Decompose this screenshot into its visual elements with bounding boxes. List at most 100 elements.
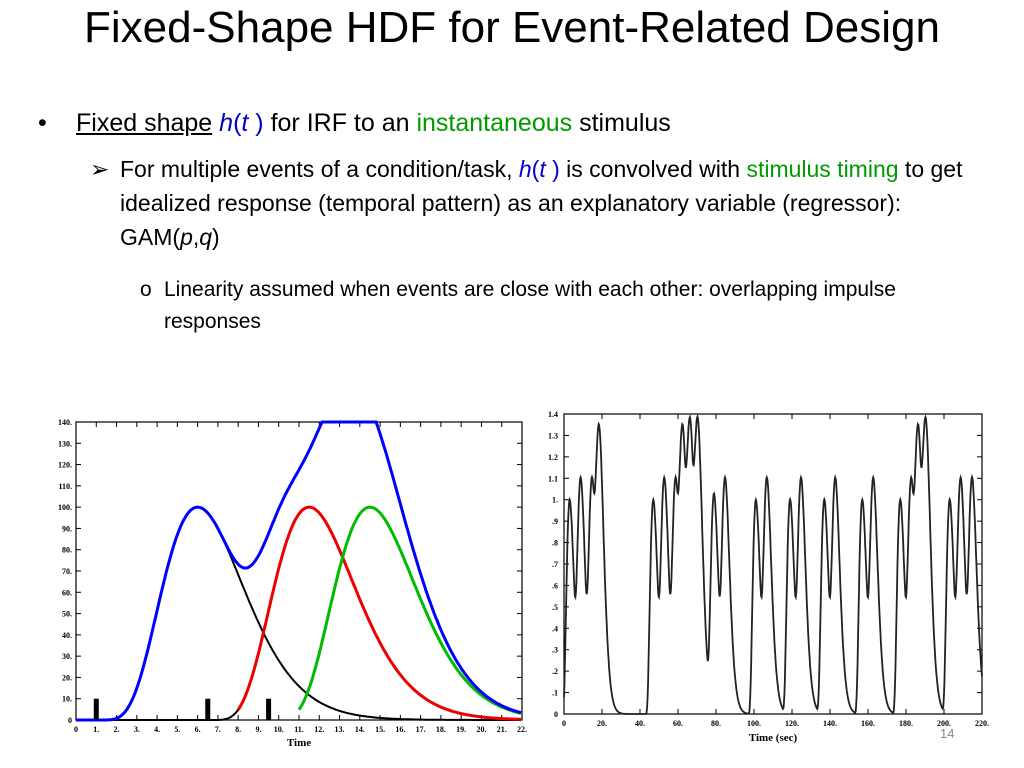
x-tick-label: 7. xyxy=(215,725,221,734)
x-tick-label: 9. xyxy=(255,725,261,734)
x-tick-label: 180. xyxy=(899,719,913,728)
x-tick-label: 80. xyxy=(711,719,721,728)
h-symbol: h xyxy=(518,156,532,182)
bullet-level1: • Fixed shape h(t ) for IRF to an instant… xyxy=(38,106,671,140)
x-tick-label: 13. xyxy=(335,725,345,734)
regressor-time-series-chart: 0 .1 .2 .3 .4 .5 .6 .7 .8 .9 1. 1.1 1.2 1.3 1.4 0 20. 40.… xyxy=(548,410,989,744)
y-tick-label: 10. xyxy=(62,695,72,704)
y-tick-label: 80. xyxy=(62,546,72,555)
close-paren: ) xyxy=(212,224,220,250)
x-tick-label: 22. xyxy=(517,725,527,734)
h-symbol: h xyxy=(219,109,234,137)
t-symbol: t xyxy=(241,109,249,137)
bullet2-text1: For multiple events of a condition/task, xyxy=(120,156,519,182)
arrow-bullet-icon: ➢ xyxy=(90,156,110,182)
regressor-line xyxy=(563,413,983,715)
x-tick-label: 20. xyxy=(476,725,486,734)
x-tick-label: 40. xyxy=(635,719,645,728)
fixed-shape-text: Fixed shape xyxy=(76,109,213,137)
y-tick-label: .5 xyxy=(552,603,558,612)
y-tick-label: 1.4 xyxy=(548,410,558,419)
response-curve-green xyxy=(297,505,522,715)
comma: , xyxy=(192,224,200,250)
response-curve-blue-sum xyxy=(76,420,522,722)
page-number: 14 xyxy=(940,726,955,741)
x-tick-label: 200. xyxy=(937,719,951,728)
y-tick-label: 60. xyxy=(62,588,72,597)
x-tick-label: 16. xyxy=(395,725,405,734)
x-tick-label: 60. xyxy=(673,719,683,728)
x-tick-label: 5. xyxy=(174,725,180,734)
bullet-level2: ➢ For multiple events of a condition/tas… xyxy=(90,152,990,254)
y-tick-label: .8 xyxy=(552,539,558,548)
y-tick-label: 110. xyxy=(58,482,72,491)
paren-close: ) xyxy=(545,156,560,182)
y-tick-label: .4 xyxy=(552,624,558,633)
x-tick-label: 12. xyxy=(314,725,324,734)
y-tick-label: 20. xyxy=(62,673,72,682)
response-curve-red xyxy=(236,505,521,721)
x-tick-label: 120. xyxy=(785,719,799,728)
x-tick-label: 19. xyxy=(456,725,466,734)
x-tick-label: 11. xyxy=(294,725,304,734)
q-symbol: q xyxy=(199,224,213,250)
y-tick-label: .2 xyxy=(552,667,558,676)
y-tick-label: .7 xyxy=(552,560,558,569)
x-tick-label: 1. xyxy=(93,725,99,734)
bullet-marker: • xyxy=(38,109,47,137)
y-tick-label: 30. xyxy=(62,652,72,661)
x-axis-label: Time xyxy=(287,737,311,749)
x-tick-label: 10. xyxy=(274,725,284,734)
x-tick-label: 160. xyxy=(861,719,875,728)
y-tick-label: .9 xyxy=(552,517,558,526)
paren-open: ( xyxy=(531,156,540,182)
bullet2-text: For multiple events of a condition/task,… xyxy=(120,152,990,254)
p-symbol: p xyxy=(180,224,193,250)
instantaneous-text: instantaneous xyxy=(416,109,573,137)
paren-open: ( xyxy=(233,109,242,137)
stimulus-bar xyxy=(266,698,272,720)
x-tick-label: 3. xyxy=(134,725,140,734)
y-tick-label: .3 xyxy=(552,646,558,655)
x-tick-label: 4. xyxy=(154,725,160,734)
x-tick-label: 18. xyxy=(436,725,446,734)
plot-frame xyxy=(563,413,983,715)
stimulus-timing-text: stimulus timing xyxy=(746,156,899,182)
y-tick-label: 0 xyxy=(68,716,72,725)
response-curve-black-2 xyxy=(76,506,521,721)
bullet-level3: o Linearity assumed when events are clos… xyxy=(140,274,920,338)
y-tick-label: 50. xyxy=(62,610,72,619)
x-tick-label: 220. xyxy=(975,719,989,728)
stimulus-bar xyxy=(205,698,211,720)
x-tick-label: 0 xyxy=(562,719,566,728)
x-tick-label: 14. xyxy=(355,725,365,734)
bullet1-text2: stimulus xyxy=(572,109,671,137)
slide-title: Fixed-Shape HDF for Event-Related Design xyxy=(84,3,940,52)
bullet1-text1: for IRF to an xyxy=(263,109,417,137)
y-tick-label: 40. xyxy=(62,631,72,640)
y-tick-label: 1. xyxy=(552,496,558,505)
x-tick-label: 140. xyxy=(823,719,837,728)
x-tick-label: 0 xyxy=(74,725,78,734)
y-tick-label: 100. xyxy=(58,503,72,512)
x-axis-label: Time (sec) xyxy=(749,732,798,744)
x-tick-label: 8. xyxy=(235,725,241,734)
y-tick-label: .6 xyxy=(552,581,558,590)
y-tick-label: 0 xyxy=(554,710,558,719)
y-tick-label: 1.3 xyxy=(548,431,558,440)
t-symbol: t xyxy=(539,156,546,182)
bullet2-text3: to get idealized response (temporal patt… xyxy=(120,156,963,250)
y-tick-label: 90. xyxy=(62,524,72,533)
hrf-convolution-chart: 0 10. 20. 30. 40. 50. 60. 70. 80. 90. 100. 110. 120.… xyxy=(58,418,527,749)
x-tick-label: 2. xyxy=(114,725,120,734)
x-tick-label: 100. xyxy=(747,719,761,728)
y-tick-label: .1 xyxy=(552,689,558,698)
x-tick-label: 21. xyxy=(497,725,507,734)
paren-close: ) xyxy=(248,109,264,137)
bullet2-text2: is convolved with xyxy=(559,156,747,182)
bullet3-text: Linearity assumed when events are close … xyxy=(164,278,896,333)
y-tick-label: 70. xyxy=(62,567,72,576)
y-tick-label: 1.2 xyxy=(548,453,558,462)
response-curve-black-1 xyxy=(76,506,521,721)
x-tick-label: 15. xyxy=(375,725,385,734)
